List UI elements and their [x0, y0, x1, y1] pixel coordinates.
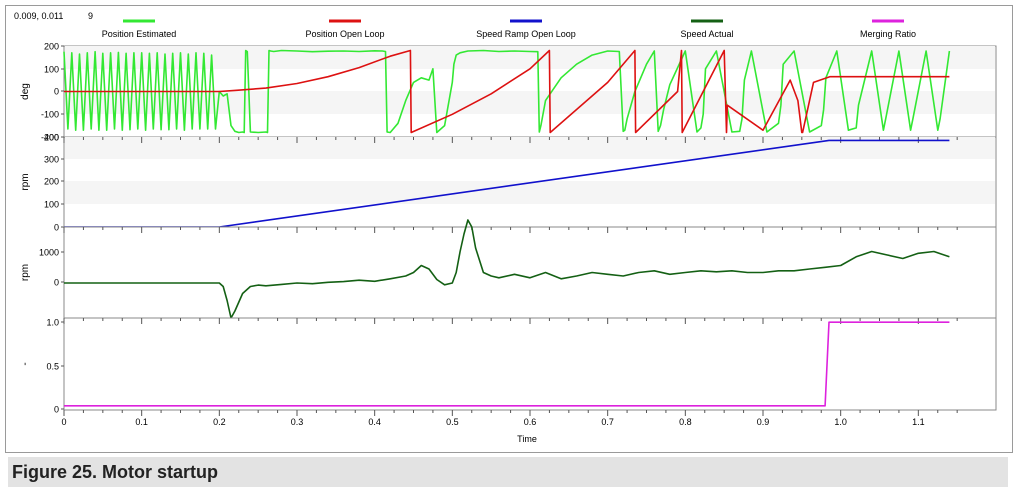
legend-label-speed-actual: Speed Actual	[680, 29, 733, 39]
x-tick-label: 0.7	[601, 417, 614, 427]
x-tick-label: 1.0	[834, 417, 847, 427]
x-tick-label: 0.6	[524, 417, 537, 427]
x-tick-label: 0.4	[368, 417, 381, 427]
y-tick-label: 400	[44, 133, 59, 143]
x-axis-label: Time	[517, 434, 537, 444]
chart-panels: 2001000-100-200deg4003002001000rpm10000r…	[20, 42, 997, 415]
y-tick-label: 100	[44, 200, 59, 210]
series-line-merging-ratio	[64, 321, 950, 407]
y-axis-label: rpm	[20, 264, 31, 281]
panel-2: 400 300 200 100 0 rpm	[20, 133, 997, 233]
y-tick-label: -200	[41, 133, 59, 143]
x-tick-label: 0.8	[679, 417, 692, 427]
grid-band	[65, 181, 995, 204]
figure-caption-bar: Figure 25. Motor startup	[8, 457, 1008, 487]
series-line-position-open-loop	[64, 49, 950, 134]
legend-label-position-open-loop: Position Open Loop	[305, 29, 384, 39]
x-axis: 0 0.1 0.2 0.3 0.4 0.5 0.6 0.7 0.8 0.9 1.0 1.1	[61, 410, 958, 427]
cursor-readout: 0.009, 0.011	[14, 11, 63, 21]
legend: Position Estimated Position Open Loop Spee…	[102, 19, 916, 39]
x-tick-label: 0.5	[446, 417, 459, 427]
y-tick-label: 1.0	[46, 318, 59, 328]
y-axis-label: -	[20, 362, 31, 365]
x-tick-label: 0	[61, 417, 66, 427]
y-tick-label: 1000	[39, 248, 59, 258]
count-readout: 9	[88, 11, 93, 21]
chart-frame: 0.009, 0.011 9 Position Estimated Positio…	[5, 5, 1013, 453]
figure-caption: Figure 25. Motor startup	[12, 462, 219, 482]
y-tick-label: 200	[44, 42, 59, 52]
series-line-speed-actual	[64, 219, 950, 319]
y-tick-label: 0	[54, 405, 59, 415]
y-tick-label: 200	[44, 177, 59, 187]
grid-band	[65, 91, 995, 114]
panel-4: 1.0 0.5 0 -	[20, 317, 997, 415]
panel-3: 1000 0 rpm	[20, 219, 997, 319]
x-tick-label: 0.1	[135, 417, 148, 427]
y-tick-label: 0	[54, 278, 59, 288]
y-tick-label: 0.5	[46, 362, 59, 372]
y-tick-label: 0	[54, 223, 59, 233]
y-tick-label: 0	[54, 87, 59, 97]
legend-label-speed-ramp-open-loop: Speed Ramp Open Loop	[476, 29, 576, 39]
chart-svg: 0.009, 0.011 9 Position Estimated Positio…	[14, 11, 997, 444]
y-axis-label: rpm	[20, 173, 31, 190]
y-tick-label: 100	[44, 65, 59, 75]
y-tick-label: 300	[44, 155, 59, 165]
panel-1: 200 100 0 -100 -200 deg	[20, 42, 997, 143]
legend-label-merging-ratio: Merging Ratio	[860, 29, 916, 39]
series-line-position-estimated	[63, 49, 951, 134]
x-tick-label: 0.9	[757, 417, 770, 427]
panel-frame	[63, 226, 997, 319]
x-tick-label: 0.3	[291, 417, 304, 427]
panel-frame	[63, 317, 997, 411]
legend-label-position-estimated: Position Estimated	[102, 29, 177, 39]
x-tick-label: 0.2	[213, 417, 226, 427]
y-tick-label: -100	[41, 110, 59, 120]
x-tick-label: 1.1	[912, 417, 925, 427]
y-axis-label: deg	[20, 83, 31, 100]
